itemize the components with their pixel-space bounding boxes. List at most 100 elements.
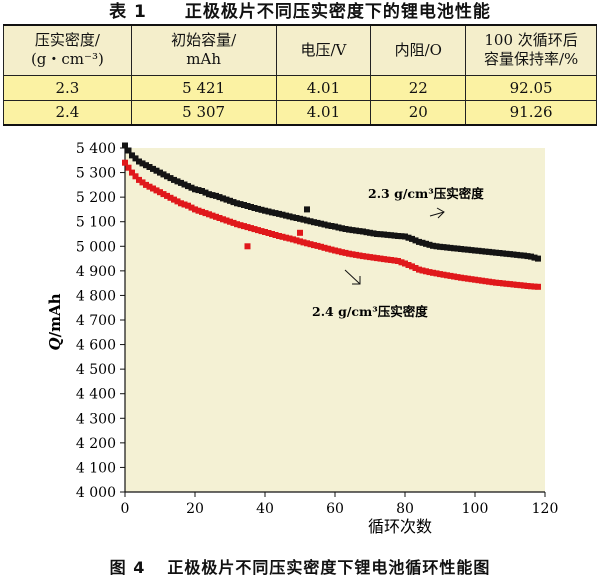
data-point (416, 266, 422, 273)
data-point (496, 280, 503, 286)
data-point (391, 232, 398, 239)
data-point (402, 233, 408, 240)
annotation-arrow-2-4 (344, 269, 361, 285)
data-point (244, 203, 251, 209)
data-point (199, 188, 205, 194)
outlier-point (304, 206, 310, 213)
data-point (185, 183, 191, 190)
data-point (437, 271, 443, 278)
data-point (482, 248, 489, 255)
y-tick-label: 5 300 (76, 166, 116, 182)
data-point (237, 201, 244, 208)
data-point (171, 196, 177, 203)
data-point (384, 256, 391, 263)
data-point (216, 215, 223, 221)
data-point (356, 228, 363, 235)
data-point (283, 234, 289, 241)
data-point (314, 219, 321, 226)
data-point (321, 244, 328, 251)
data-point (195, 187, 202, 194)
y-axis: 4 000 4 100 4 200 4 300 4 400 4 500 4 600 4 700… (76, 141, 125, 501)
data-point (213, 213, 219, 220)
data-point (300, 216, 307, 223)
data-point (304, 240, 310, 247)
annotation-2-4: 2.4 g/cm³压实密度 (312, 304, 428, 319)
data-point (290, 214, 296, 221)
data-point (370, 254, 377, 261)
data-point (395, 258, 401, 264)
data-point (276, 210, 282, 217)
x-axis: 0 20 40 60 80 100 120 (121, 492, 558, 517)
data-point (244, 224, 251, 231)
data-point (475, 277, 482, 284)
data-point (206, 191, 212, 198)
data-point (276, 233, 282, 239)
data-point (132, 155, 139, 162)
data-point (468, 276, 475, 283)
data-point (125, 164, 132, 171)
data-point (164, 192, 170, 199)
data-point (122, 159, 128, 166)
data-point (143, 162, 149, 169)
data-point (206, 211, 212, 218)
data-point (426, 241, 433, 248)
data-point (241, 202, 247, 208)
data-point (213, 192, 219, 199)
data-point (122, 142, 128, 149)
data-point (412, 237, 419, 244)
data-point (237, 222, 244, 229)
data-point (451, 273, 457, 280)
data-point (486, 278, 492, 285)
data-point (363, 253, 370, 260)
y-tick-label: 4 600 (76, 338, 116, 354)
figure-number: 图 4 (109, 558, 146, 577)
data-point (496, 250, 503, 256)
table-cell: 5 421 (130, 74, 277, 101)
data-point (181, 201, 188, 208)
data-point (332, 223, 338, 230)
data-point (346, 250, 352, 257)
data-point (314, 242, 321, 249)
data-point (524, 253, 531, 260)
data-point (199, 208, 205, 215)
data-point (248, 204, 254, 210)
data-point (157, 169, 163, 176)
data-point (146, 183, 153, 190)
figure-caption: 图 4 正极极片不同压实密度下锂电池循环性能图 (0, 556, 600, 580)
data-point (307, 218, 314, 225)
data-point (398, 233, 405, 240)
data-point (398, 259, 405, 266)
x-tick-label: 40 (256, 501, 274, 517)
table-cell: 91.26 (465, 99, 597, 126)
data-point (507, 251, 513, 258)
y-tick-label: 4 400 (76, 387, 116, 403)
x-tick-label: 60 (326, 501, 344, 517)
data-point (325, 245, 331, 252)
data-point (447, 272, 454, 279)
data-point (258, 228, 265, 235)
x-tick-label: 0 (121, 501, 130, 517)
y-tick-label: 5 400 (76, 142, 116, 157)
data-point (258, 206, 265, 213)
data-point (465, 246, 471, 253)
data-point (160, 191, 167, 198)
data-point (230, 219, 237, 226)
data-point (426, 269, 433, 276)
y-tick-label: 4 200 (76, 436, 116, 452)
data-point (209, 192, 216, 199)
data-point (433, 270, 440, 277)
arrow-head-icon (436, 207, 445, 219)
data-point (524, 283, 531, 289)
y-tick-label: 5 200 (76, 190, 116, 206)
x-tick-label: 80 (396, 501, 414, 517)
data-point (461, 246, 468, 253)
data-point (405, 262, 412, 268)
data-point (517, 252, 524, 259)
data-point (132, 173, 139, 180)
table-caption: 表 1 正极极片不同压实密度下的锂电池性能 (0, 0, 600, 24)
data-point (234, 200, 240, 207)
data-point (349, 251, 356, 258)
data-point (279, 211, 286, 218)
data-point (482, 278, 489, 285)
data-point (521, 252, 527, 259)
